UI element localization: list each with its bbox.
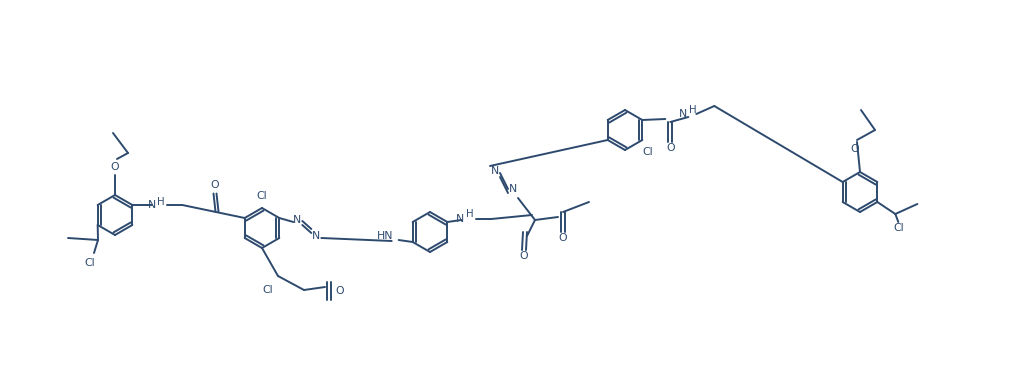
Text: H: H: [689, 105, 696, 115]
Text: H: H: [466, 209, 473, 219]
Text: Cl: Cl: [256, 191, 267, 201]
Text: Cl: Cl: [893, 223, 904, 233]
Text: O: O: [850, 144, 859, 154]
Text: N: N: [312, 231, 320, 241]
Text: H: H: [157, 197, 164, 207]
Text: O: O: [111, 162, 119, 172]
Text: O: O: [558, 233, 567, 243]
Text: N: N: [456, 214, 465, 224]
Text: N: N: [679, 109, 687, 119]
Text: N: N: [491, 166, 499, 176]
Text: N: N: [293, 215, 301, 225]
Text: O: O: [211, 180, 219, 190]
Text: N: N: [508, 184, 517, 194]
Text: Cl: Cl: [262, 285, 274, 295]
Text: HN: HN: [377, 231, 394, 241]
Text: O: O: [520, 251, 528, 261]
Text: Cl: Cl: [84, 258, 96, 268]
Text: Cl: Cl: [642, 147, 653, 157]
Text: O: O: [666, 143, 674, 153]
Text: O: O: [336, 286, 345, 296]
Text: N: N: [148, 200, 157, 210]
